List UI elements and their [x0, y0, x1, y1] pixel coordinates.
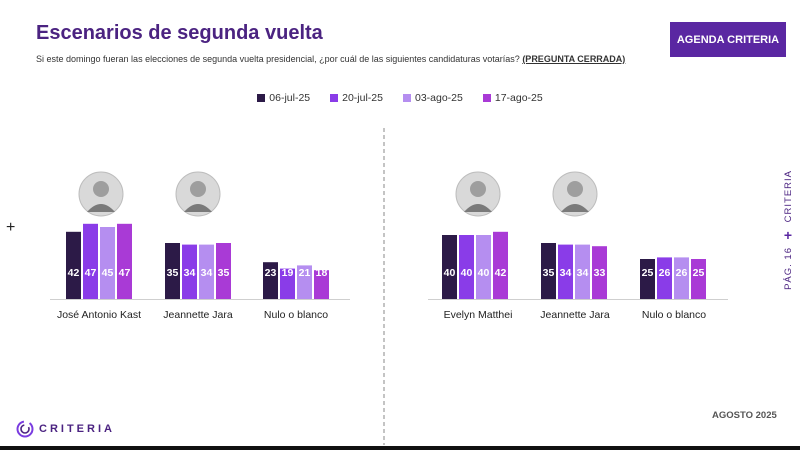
bar [541, 243, 556, 299]
data-label: 45 [102, 267, 114, 279]
data-label: 47 [85, 267, 97, 279]
bar [575, 244, 590, 299]
data-label: 47 [119, 267, 131, 279]
data-label: 18 [316, 267, 328, 279]
legend-swatch [402, 94, 411, 102]
category-label: Jeannette Jara [163, 309, 233, 321]
legend-item: 06-jul-25 [257, 92, 310, 104]
subtitle-question: Si este domingo fueran las elecciones de… [36, 54, 520, 64]
candidate-photo-body [464, 204, 492, 212]
side-rail: CRITERIA + PÁG. 16 [781, 170, 795, 290]
category-label: Jeannette Jara [540, 309, 610, 321]
legend-label: 03-ago-25 [414, 92, 463, 104]
candidate-photo-head [470, 181, 486, 197]
bar [280, 268, 295, 299]
bar [165, 243, 180, 299]
bar [314, 270, 329, 299]
data-label: 34 [184, 267, 196, 279]
bar [592, 246, 607, 299]
plus-icon: + [783, 226, 793, 243]
bar [657, 257, 672, 299]
data-label: 23 [265, 267, 277, 279]
footer-date: AGOSTO 2025 [712, 410, 777, 421]
bar [459, 235, 474, 299]
candidate-photo-body [561, 204, 589, 212]
page-number: PÁG. 16 [782, 247, 794, 290]
legend-swatch [330, 94, 339, 102]
legend-swatch [482, 94, 491, 102]
category-label: José Antonio Kast [57, 309, 141, 321]
legend-item: 03-ago-25 [402, 92, 463, 104]
data-label: 34 [577, 267, 589, 279]
subtitle-tag: (PREGUNTA CERRADA) [522, 54, 626, 64]
criteria-logo: CRITERIA [16, 420, 115, 438]
legend-label: 17-ago-25 [494, 92, 543, 104]
agenda-criteria-button[interactable]: AGENDA CRITERIA [670, 22, 786, 57]
data-label: 35 [167, 267, 179, 279]
page-title: Escenarios de segunda vuelta [36, 22, 323, 44]
legend-item: 20-jul-25 [330, 92, 383, 104]
bar [263, 262, 278, 299]
data-label: 35 [218, 267, 230, 279]
bar [640, 259, 655, 299]
logo-text: CRITERIA [39, 423, 115, 435]
candidate-photo-head [190, 181, 206, 197]
candidate-photo-body [184, 204, 212, 212]
data-label: 33 [594, 267, 606, 279]
bar [199, 244, 214, 299]
criteria-logo-icon [16, 420, 34, 438]
data-label: 25 [693, 267, 705, 279]
bottom-rule [0, 446, 800, 450]
bar [691, 259, 706, 299]
data-label: 26 [676, 267, 688, 279]
bar [476, 235, 491, 299]
side-brand: CRITERIA [782, 170, 794, 223]
data-label: 40 [444, 267, 456, 279]
legend-label: 06-jul-25 [269, 92, 311, 104]
candidate-photo-body [87, 204, 115, 212]
bar [66, 231, 81, 299]
chart-legend: 06-jul-25 20-jul-25 03-ago-25 17-ago-25 [0, 92, 800, 104]
legend-label: 20-jul-25 [342, 92, 383, 104]
data-label: 34 [201, 267, 213, 279]
bar [558, 244, 573, 299]
data-label: 19 [282, 267, 294, 279]
page-subtitle: Si este domingo fueran las elecciones de… [36, 54, 625, 64]
data-label: 21 [299, 267, 311, 279]
data-label: 34 [560, 267, 572, 279]
bar [297, 265, 312, 299]
data-label: 40 [478, 267, 490, 279]
data-label: 42 [495, 267, 507, 279]
data-label: 40 [461, 267, 473, 279]
plus-icon: + [6, 219, 16, 236]
bar [674, 257, 689, 299]
data-label: 26 [659, 267, 671, 279]
bar [100, 227, 115, 299]
candidate-photo-head [93, 181, 109, 197]
data-label: 25 [642, 267, 654, 279]
category-label: Nulo o blanco [264, 309, 328, 321]
bar [117, 223, 132, 299]
category-label: Evelyn Matthei [444, 309, 513, 321]
data-label: 42 [68, 267, 80, 279]
candidate-photo-head [567, 181, 583, 197]
bar [182, 244, 197, 299]
category-label: Nulo o blanco [642, 309, 706, 321]
bar [442, 235, 457, 299]
bar [83, 223, 98, 299]
bar [493, 231, 508, 299]
legend-item: 17-ago-25 [482, 92, 543, 104]
legend-swatch [257, 94, 266, 102]
data-label: 35 [543, 267, 555, 279]
bar [216, 243, 231, 299]
